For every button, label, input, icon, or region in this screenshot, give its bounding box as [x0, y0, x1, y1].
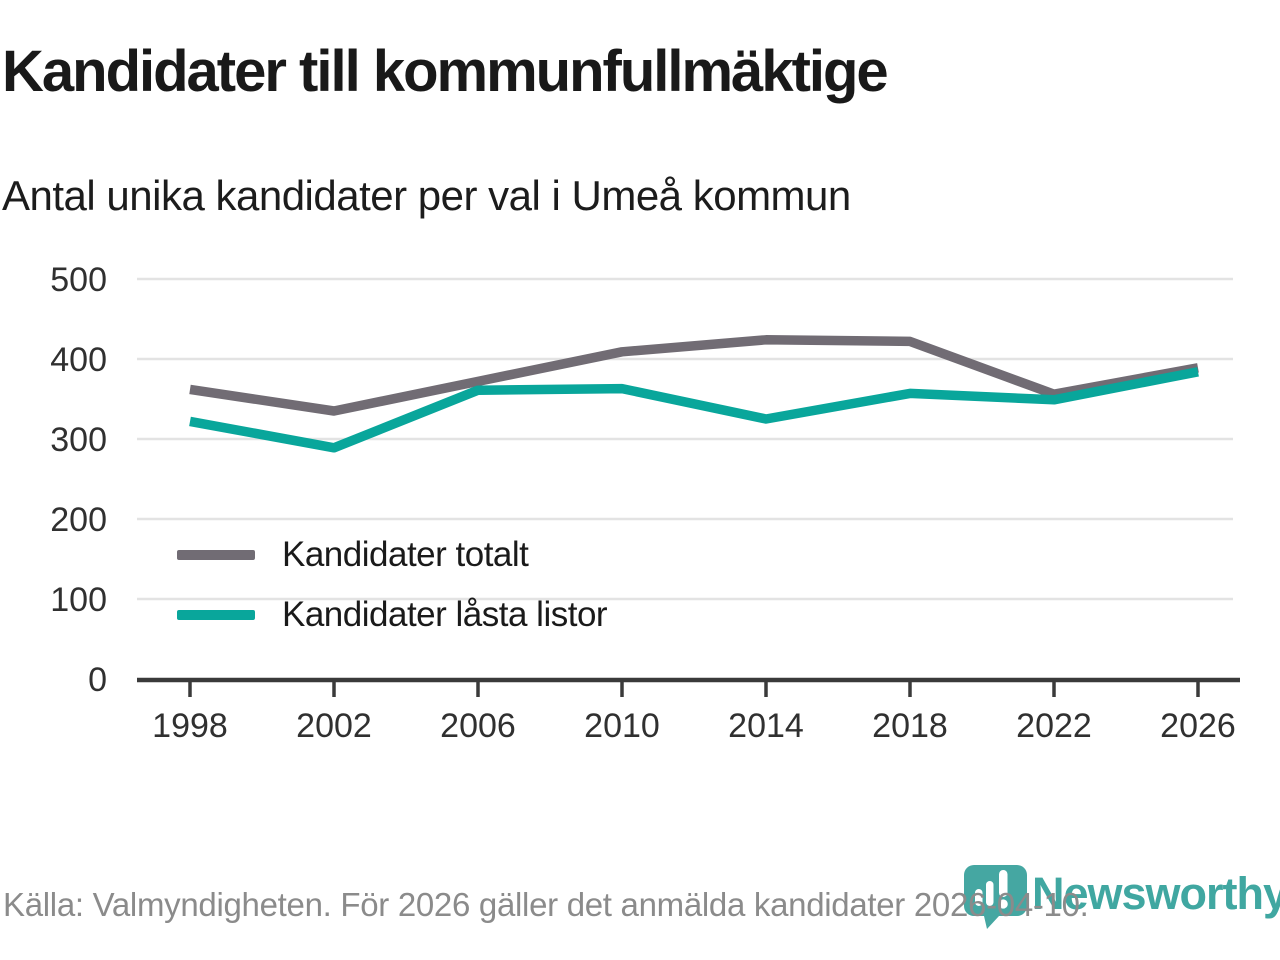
page-subtitle: Antal unika kandidater per val i Umeå ko…	[2, 172, 851, 219]
y-tick-label-200: 200	[50, 501, 107, 539]
bar-medium	[986, 881, 994, 906]
y-tick-label-400: 400	[50, 341, 107, 379]
x-tick-label-2006: 2006	[440, 707, 516, 745]
legend-item-locked-lists: Kandidater låsta listor	[177, 595, 608, 634]
newsworthy-pin-icon	[964, 865, 1027, 929]
series-line-1	[189, 367, 1199, 453]
newsworthy-wordmark: Newsworthy	[1032, 868, 1280, 919]
legend-swatch-gray	[177, 550, 255, 560]
y-tick-label-0: 0	[88, 661, 107, 699]
source-note: Källa: Valmyndigheten. För 2026 gäller d…	[3, 886, 1089, 923]
x-tick-label-2002: 2002	[296, 707, 372, 745]
page-title: Kandidater till kommunfullmäktige	[2, 39, 889, 104]
y-tick-label-100: 100	[50, 581, 107, 619]
y-tick-label-500: 500	[50, 261, 107, 299]
legend-item-total: Kandidater totalt	[177, 535, 607, 574]
y-tick-label-300: 300	[50, 421, 107, 459]
legend-swatch-teal	[177, 610, 255, 620]
newsworthy-logo: Newsworthy	[962, 862, 1280, 932]
legend-label-total: Kandidater totalt	[282, 535, 529, 574]
exclamation-dot	[998, 899, 1008, 909]
bar-small	[975, 889, 983, 906]
series-line-0	[189, 335, 1199, 416]
legend-label-locked-lists: Kandidater låsta listor	[282, 595, 608, 634]
x-tick-label-2026: 2026	[1160, 707, 1236, 745]
exclamation-bar	[999, 870, 1008, 897]
x-tick-label-1998: 1998	[152, 707, 228, 745]
x-tick-label-2010: 2010	[584, 707, 660, 745]
x-tick-label-2018: 2018	[872, 707, 948, 745]
pin-bubble	[964, 865, 1027, 929]
x-tick-label-2022: 2022	[1016, 707, 1092, 745]
chart-legend: Kandidater totalt Kandidater låsta listo…	[177, 535, 608, 658]
x-tick-label-2014: 2014	[728, 707, 804, 745]
